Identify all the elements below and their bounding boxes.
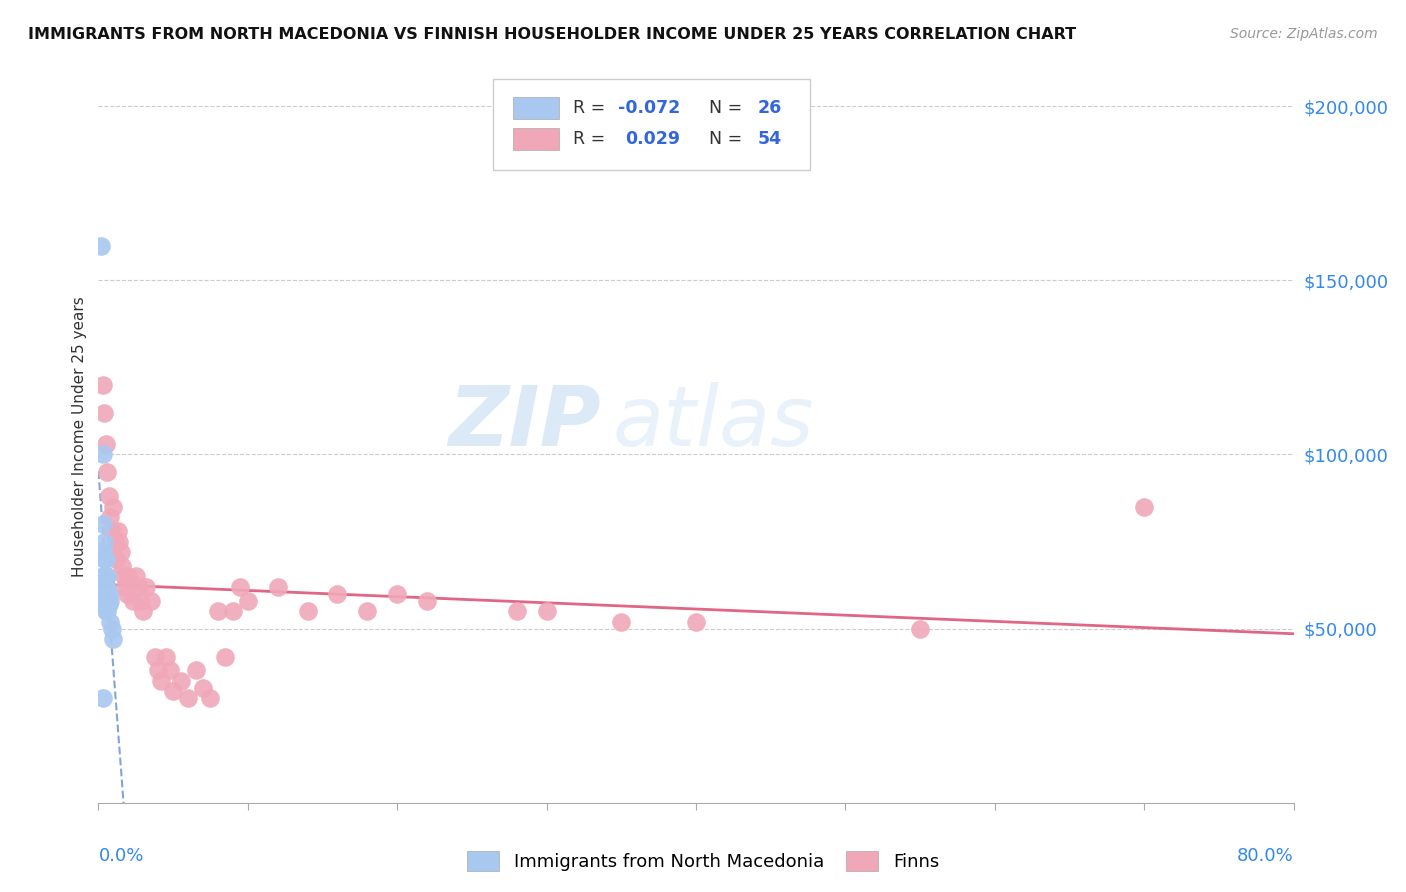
Point <box>105 552 128 566</box>
Point <box>191 681 214 695</box>
FancyBboxPatch shape <box>513 128 558 151</box>
Point <box>94 437 117 451</box>
Text: R =: R = <box>572 99 610 117</box>
Point <box>104 534 127 549</box>
Point <box>97 489 120 503</box>
Point <box>120 576 142 591</box>
Point <box>90 238 112 252</box>
Point <box>229 580 252 594</box>
Point <box>96 604 118 618</box>
Point <box>121 594 143 608</box>
Point <box>94 594 117 608</box>
Text: ZIP: ZIP <box>447 382 600 463</box>
Legend: Immigrants from North Macedonia, Finns: Immigrants from North Macedonia, Finns <box>460 844 946 879</box>
FancyBboxPatch shape <box>513 97 558 119</box>
Point <box>93 587 115 601</box>
Point <box>96 465 118 479</box>
Point <box>93 597 115 611</box>
Point <box>94 580 117 594</box>
Point <box>1133 500 1156 514</box>
Text: IMMIGRANTS FROM NORTH MACEDONIA VS FINNISH HOUSEHOLDER INCOME UNDER 25 YEARS COR: IMMIGRANTS FROM NORTH MACEDONIA VS FINNI… <box>28 27 1076 42</box>
Point <box>112 569 135 583</box>
Point <box>111 558 134 573</box>
Y-axis label: Householder Income Under 25 years: Householder Income Under 25 years <box>72 297 87 577</box>
Point <box>297 604 319 618</box>
Point <box>148 664 170 678</box>
Point <box>150 673 173 688</box>
Point <box>110 545 132 559</box>
Point <box>98 615 122 629</box>
Text: Source: ZipAtlas.com: Source: ZipAtlas.com <box>1230 27 1378 41</box>
Text: N =: N = <box>699 130 748 148</box>
Point <box>91 545 114 559</box>
Point <box>97 587 120 601</box>
Point <box>93 534 115 549</box>
Point <box>91 377 114 392</box>
Point <box>143 649 166 664</box>
Point <box>135 580 157 594</box>
Text: N =: N = <box>699 99 748 117</box>
Point <box>207 604 229 618</box>
FancyBboxPatch shape <box>494 78 810 170</box>
Point <box>98 594 122 608</box>
Point <box>94 569 117 583</box>
Text: 0.029: 0.029 <box>626 130 681 148</box>
Point <box>139 594 162 608</box>
Point <box>125 569 148 583</box>
Point <box>94 552 117 566</box>
Point <box>214 649 236 664</box>
Point <box>356 604 378 618</box>
Point <box>184 664 207 678</box>
Point <box>132 604 155 618</box>
Text: R =: R = <box>572 130 616 148</box>
Point <box>94 604 117 618</box>
Point <box>98 510 122 524</box>
Point <box>506 604 529 618</box>
Point <box>169 673 191 688</box>
Point <box>93 569 115 583</box>
Point <box>908 622 931 636</box>
Point <box>115 587 138 601</box>
Point <box>416 594 439 608</box>
Point <box>267 580 290 594</box>
Point <box>236 594 259 608</box>
Text: 0.0%: 0.0% <box>98 847 143 864</box>
Point <box>200 691 222 706</box>
Point <box>91 569 114 583</box>
Point <box>536 604 558 618</box>
Point <box>685 615 707 629</box>
Text: 80.0%: 80.0% <box>1237 847 1294 864</box>
Point <box>103 500 125 514</box>
Point <box>91 448 114 462</box>
Point <box>96 569 118 583</box>
Point <box>93 552 115 566</box>
Point <box>107 524 129 538</box>
Point <box>97 597 120 611</box>
Point <box>222 604 245 618</box>
Point <box>93 406 115 420</box>
Point <box>177 691 200 706</box>
Point <box>96 580 118 594</box>
Point <box>326 587 349 601</box>
Point <box>162 684 184 698</box>
Text: 26: 26 <box>758 99 782 117</box>
Text: atlas: atlas <box>613 382 814 463</box>
Text: -0.072: -0.072 <box>619 99 681 117</box>
Point <box>108 534 131 549</box>
Point <box>91 691 114 706</box>
Point <box>103 632 125 646</box>
Point <box>114 580 136 594</box>
Point <box>159 664 181 678</box>
Point <box>610 615 633 629</box>
Point <box>155 649 177 664</box>
Text: 54: 54 <box>758 130 782 148</box>
Point <box>385 587 409 601</box>
Point <box>129 594 152 608</box>
Point <box>101 524 124 538</box>
Point <box>117 569 139 583</box>
Point <box>91 517 114 532</box>
Point <box>128 580 150 594</box>
Point <box>96 587 118 601</box>
Point <box>101 622 124 636</box>
